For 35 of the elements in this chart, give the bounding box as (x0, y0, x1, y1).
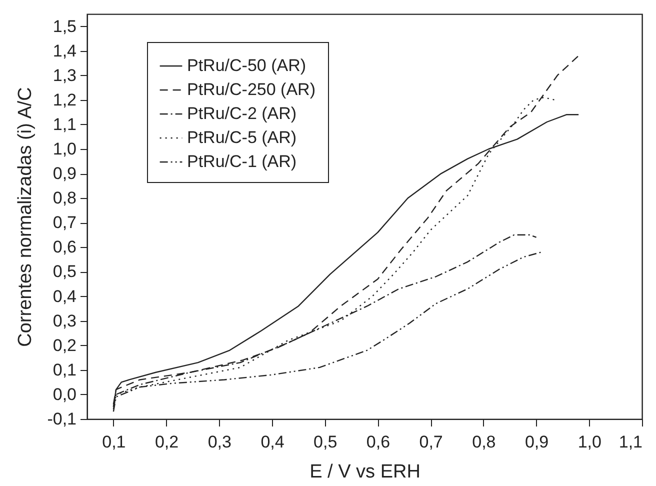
x-axis-title: E / V vs ERH (310, 462, 420, 482)
legend-label: PtRu/C-250 (AR) (187, 80, 316, 99)
y-tick-label: 0,8 (52, 188, 76, 208)
x-tick-label: 0,7 (419, 432, 443, 452)
y-tick-label: 1,2 (52, 90, 76, 110)
x-tick-label: 0,2 (154, 432, 179, 452)
legend-label: PtRu/C-1 (AR) (187, 152, 297, 171)
x-tick-label: 0,1 (102, 432, 126, 452)
x-tick-label: 0,3 (208, 432, 232, 452)
legend-label: PtRu/C-2 (AR) (187, 104, 297, 123)
x-tick-label: 0,9 (524, 432, 549, 452)
x-tick-label: 0,5 (314, 432, 338, 452)
y-tick-label: 0,0 (52, 384, 76, 404)
y-tick-label: 0,5 (52, 262, 76, 282)
y-tick-label: 0,6 (52, 238, 76, 257)
x-tick-label: 0,8 (472, 432, 496, 452)
y-tick-label: 1,5 (52, 16, 76, 36)
y-tick-label: -0,1 (47, 410, 76, 428)
x-tick-label: 0,6 (366, 432, 390, 452)
y-tick-label: 0,2 (52, 336, 76, 355)
legend-label: PtRu/C-5 (AR) (187, 128, 297, 147)
y-tick-label: 1,3 (52, 66, 76, 85)
y-tick-label: 0,1 (52, 360, 76, 380)
y-axis-title: Correntes normalizadas (i) A/C (15, 87, 36, 347)
y-tick-label: 1,4 (52, 41, 76, 60)
x-tick-label: 1,1 (618, 432, 642, 452)
y-tick-label: 1,1 (52, 114, 76, 134)
y-tick-label: 0,3 (52, 311, 76, 330)
y-tick-label: 0,4 (52, 286, 76, 306)
y-tick-label: 0,9 (52, 164, 76, 184)
y-tick-label: 0,7 (52, 213, 76, 232)
legend-label: PtRu/C-50 (AR) (187, 56, 306, 75)
x-tick-label: 0,4 (260, 432, 284, 452)
y-tick-label: 1,0 (52, 140, 76, 158)
x-tick-label: 1,0 (578, 432, 602, 452)
